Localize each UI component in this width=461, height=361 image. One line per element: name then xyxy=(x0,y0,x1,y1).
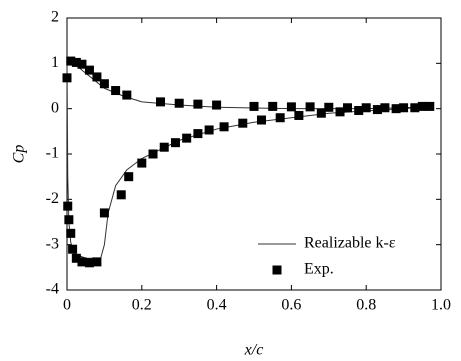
exp-point xyxy=(111,86,121,96)
exp-point xyxy=(294,110,304,120)
y-tick-label: -2 xyxy=(46,190,59,207)
exp-point xyxy=(268,101,278,111)
exp-point xyxy=(410,103,420,113)
x-tick-label: 0.4 xyxy=(207,297,227,314)
exp-point xyxy=(335,107,345,117)
exp-point xyxy=(77,257,87,267)
x-tick-label: 0.6 xyxy=(281,297,301,314)
exp-point xyxy=(84,65,94,75)
exp-point xyxy=(316,108,326,118)
exp-point xyxy=(417,101,427,111)
exp-point xyxy=(170,138,180,148)
legend-label: Realizable k-ε xyxy=(304,235,396,252)
y-axis-label: Cp xyxy=(11,145,28,164)
exp-point xyxy=(99,79,109,89)
exp-point xyxy=(354,105,364,115)
exp-point xyxy=(124,172,134,182)
exp-point xyxy=(182,133,192,143)
exp-point xyxy=(399,103,409,113)
x-tick-label: 0 xyxy=(63,297,71,314)
exp-point xyxy=(99,208,109,218)
exp-point xyxy=(92,72,102,82)
exp-point xyxy=(62,73,72,83)
exp-point xyxy=(343,103,352,113)
exp-point xyxy=(238,118,248,128)
exp-point xyxy=(77,59,87,69)
exp-point xyxy=(372,105,382,115)
exp-point xyxy=(286,102,296,112)
exp-point xyxy=(68,244,78,254)
exp-point xyxy=(64,215,74,225)
exp-point xyxy=(193,99,203,109)
x-tick-label: 0.8 xyxy=(356,297,376,314)
exp-point xyxy=(66,56,76,66)
exp-point xyxy=(212,100,222,110)
exp-point xyxy=(137,158,147,168)
exp-point xyxy=(63,201,73,211)
exp-point xyxy=(84,258,94,268)
x-tick-label: 0.2 xyxy=(132,297,152,314)
exp-point xyxy=(116,190,126,200)
exp-point xyxy=(174,98,184,108)
y-tick-label: -1 xyxy=(46,145,59,162)
exp-point xyxy=(92,257,102,267)
exp-point xyxy=(204,125,214,135)
y-tick-label: -4 xyxy=(46,281,59,298)
y-tick-label: 0 xyxy=(51,99,59,116)
legend-marker xyxy=(272,265,282,275)
cfd-line xyxy=(66,57,434,259)
exp-point xyxy=(324,102,334,112)
x-axis-label: x/c xyxy=(244,342,264,359)
exp-point xyxy=(391,104,401,114)
x-tick-label: 1.0 xyxy=(431,297,451,314)
exp-point xyxy=(156,97,165,107)
exp-point xyxy=(249,101,259,111)
exp-point xyxy=(361,103,371,113)
exp-point xyxy=(193,129,203,139)
legend-label: Exp. xyxy=(304,261,334,278)
exp-point xyxy=(425,101,435,111)
exp-point xyxy=(305,102,315,112)
exp-point xyxy=(66,228,76,238)
exp-point xyxy=(148,149,158,159)
exp-point xyxy=(380,103,390,113)
y-tick-label: 2 xyxy=(51,9,59,26)
exp-point xyxy=(219,122,229,132)
exp-point xyxy=(159,142,169,152)
exp-point xyxy=(275,113,285,123)
exp-point xyxy=(71,253,81,263)
exp-point xyxy=(256,115,266,125)
exp-point xyxy=(122,90,132,100)
y-tick-label: -3 xyxy=(46,235,59,252)
y-tick-label: 1 xyxy=(51,54,59,71)
exp-point xyxy=(71,57,81,67)
